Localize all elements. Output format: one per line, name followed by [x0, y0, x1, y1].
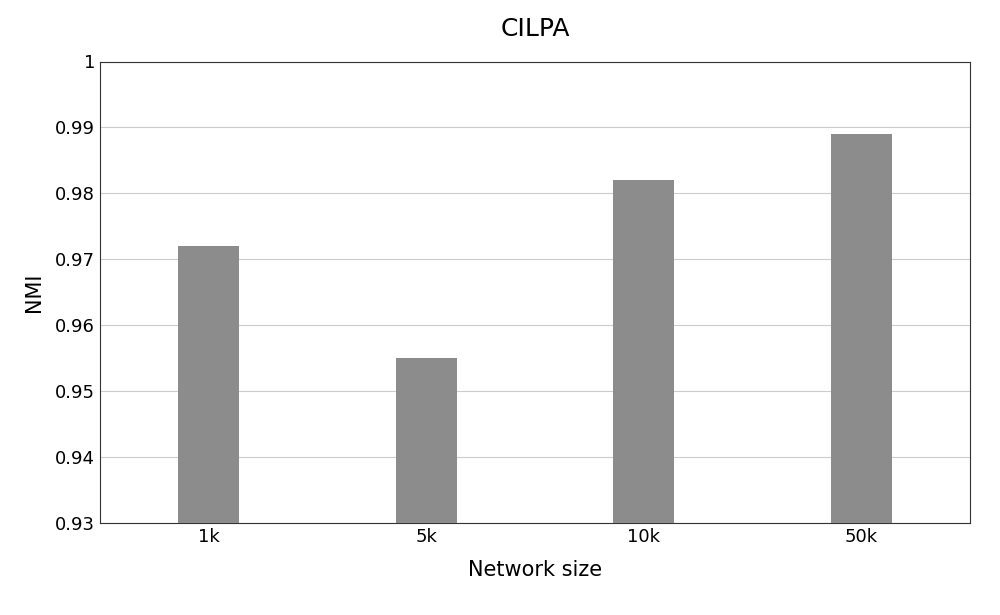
- Y-axis label: NMI: NMI: [24, 272, 44, 312]
- X-axis label: Network size: Network size: [468, 560, 602, 579]
- Bar: [396, 358, 457, 615]
- Bar: [613, 180, 674, 615]
- Title: CILPA: CILPA: [500, 17, 570, 41]
- Bar: [831, 134, 892, 615]
- Bar: [178, 246, 239, 615]
